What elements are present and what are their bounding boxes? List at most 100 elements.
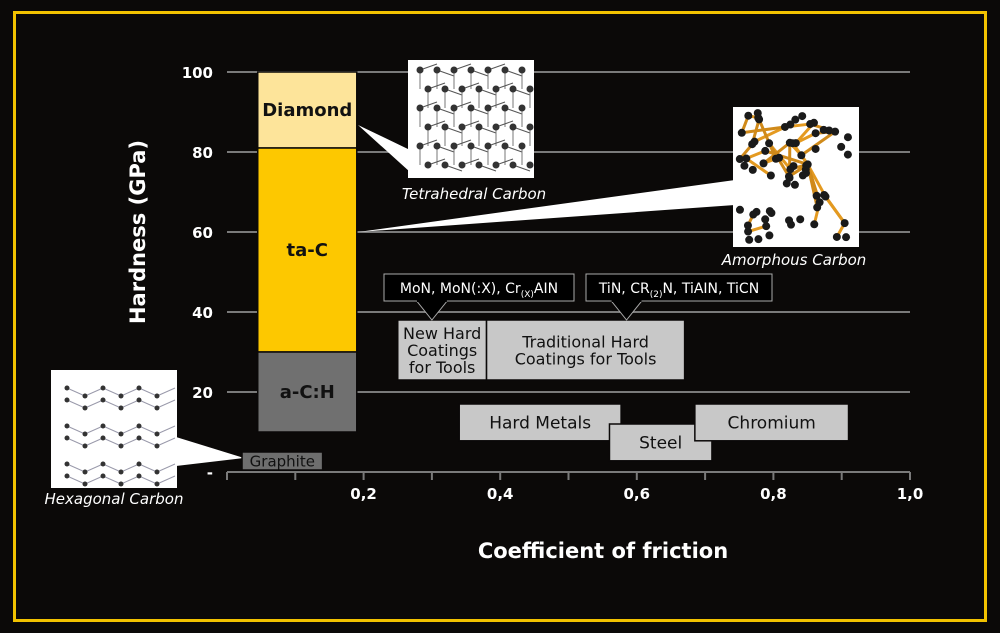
bond [84,387,104,397]
atom [424,161,432,169]
atom [467,142,475,150]
atom [118,393,124,399]
x-tick-label: 1,0 [897,485,924,503]
bond [138,425,158,435]
bond [120,425,140,435]
atom [82,405,88,411]
atom [100,473,106,479]
bond [741,125,786,135]
bond [102,475,122,485]
annotation-gap [611,299,642,302]
atom [748,165,757,174]
bond [66,463,86,473]
bond [120,463,140,473]
bond [138,437,158,447]
atom [771,154,780,163]
amorphous-network-icon: Amorphous Carbon [721,107,866,269]
atom [526,123,534,131]
atom [416,142,424,150]
atom [744,111,753,120]
y-tick-label: 100 [182,64,213,82]
bond [156,387,176,397]
atom [441,85,449,93]
bond [138,475,158,485]
atom [501,142,509,150]
atom [118,431,124,437]
atom [450,104,458,112]
bond [66,425,86,435]
atom [64,423,70,429]
formula-annotation: MoN, MoN(:X), Cr(X)AIN [383,273,575,321]
atom [518,66,526,74]
bond [66,475,86,485]
bond [120,475,140,485]
atom [416,104,424,112]
diamond-lattice-icon: Tetrahedral Carbon [402,60,546,203]
atom [424,85,432,93]
atom [154,469,160,475]
atom [100,385,106,391]
atom [100,435,106,441]
atom [735,205,744,214]
material-chromium: Chromium [694,403,850,442]
atom [749,210,758,219]
y-axis-title: Hardness (GPa) [126,140,150,324]
bond [84,399,104,409]
bond [102,399,122,409]
atom [744,227,753,236]
annotation-main: TiN, CR [598,281,650,297]
material-label: a-C:H [280,382,335,403]
x-tick-label: 0,2 [350,485,377,503]
atom [475,85,483,93]
annotation-rest: AIN [534,281,558,297]
atom [154,443,160,449]
x-tick-label: 0,8 [760,485,787,503]
atom [154,481,160,487]
y-tick-label: 60 [192,224,213,242]
atom [745,235,754,244]
bond [138,399,158,409]
atom [433,142,441,150]
bond [138,387,158,397]
bond [102,463,122,473]
atom [82,393,88,399]
annotation-subscript: (2) [650,290,663,300]
annotation-gap [416,299,447,302]
material-box [256,147,358,353]
annotation-subscript: (X) [521,290,534,300]
atom [100,461,106,467]
atom [136,423,142,429]
material-label: Hard Metals [489,414,591,434]
atom [484,104,492,112]
atom [761,146,770,155]
atom [484,66,492,74]
atom [526,161,534,169]
atom [509,123,517,131]
material-box [397,319,488,381]
atom [467,104,475,112]
atom [526,85,534,93]
atom [782,179,791,188]
x-tick-label: 0,6 [624,485,651,503]
callout-graphite [176,437,244,466]
bond [800,130,836,157]
atom [492,85,500,93]
graphite-layers-icon: Hexagonal Carbon [45,370,183,508]
atom [450,66,458,74]
atom [765,231,774,240]
material-ta-c: ta-C [256,147,358,353]
material-label: ta-C [287,240,328,261]
material-label: Graphite [250,452,315,470]
atom [136,435,142,441]
atom [64,473,70,479]
atom [475,161,483,169]
atom [64,461,70,467]
annotation-box [585,273,773,302]
atom [753,109,762,118]
callout-diamond [358,125,410,172]
bond [102,425,122,435]
atom [433,66,441,74]
atom [458,123,466,131]
atom [762,222,771,231]
